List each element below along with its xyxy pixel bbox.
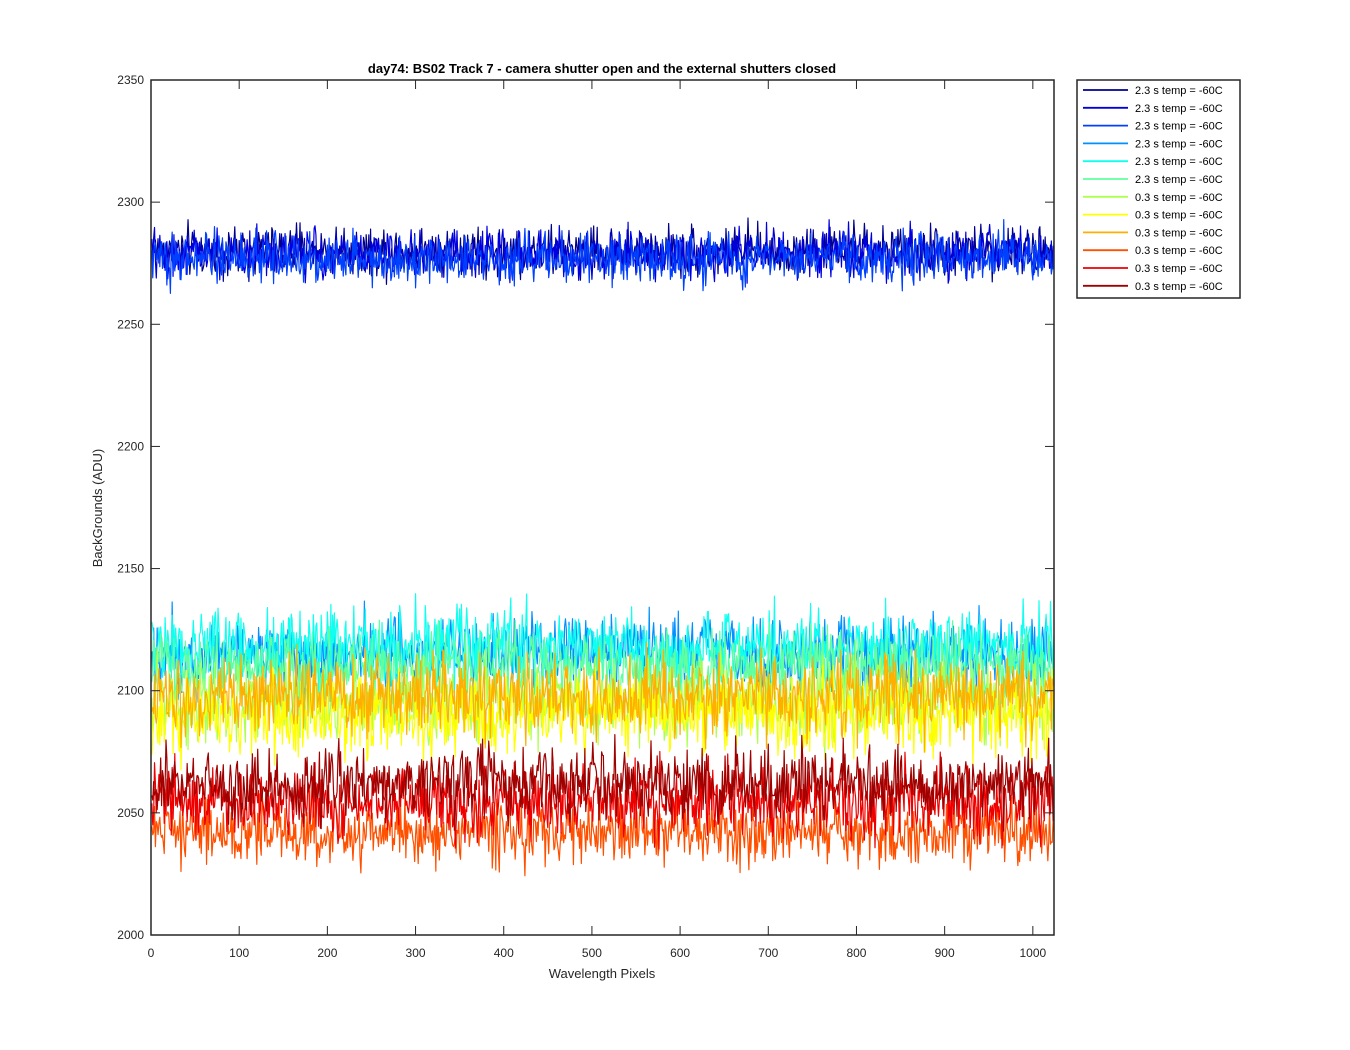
legend-label-1: 2.3 s temp = -60C xyxy=(1135,85,1223,97)
series-line-3 xyxy=(151,219,1054,294)
series-line-6 xyxy=(151,619,1054,717)
x-tick-label: 200 xyxy=(317,946,337,960)
x-tick-label: 700 xyxy=(758,946,778,960)
legend: 2.3 s temp = -60C 2.3 s temp = -60C 2.3 s … xyxy=(1076,79,1241,299)
series-line-11 xyxy=(151,750,1054,850)
series-line-8 xyxy=(151,664,1054,771)
x-axis: 0 100 200 300 400 500 600 700 800 900 1000 xyxy=(148,80,1047,960)
x-tick-label: 300 xyxy=(406,946,426,960)
chart-title: day74: BS02 Track 7 - camera shutter ope… xyxy=(368,61,836,76)
y-tick-label: 2100 xyxy=(117,684,144,698)
y-tick-label: 2300 xyxy=(117,195,144,209)
y-tick-label: 2200 xyxy=(117,439,144,453)
series-layer xyxy=(151,217,1054,877)
y-tick-label: 2000 xyxy=(117,928,144,942)
legend-label-8: 0.3 s temp = -60C xyxy=(1135,210,1223,222)
legend-label-3: 2.3 s temp = -60C xyxy=(1135,121,1223,133)
x-tick-label: 0 xyxy=(148,946,155,960)
legend-label-2: 2.3 s temp = -60C xyxy=(1135,103,1223,115)
legend-label-9: 0.3 s temp = -60C xyxy=(1135,227,1223,239)
x-axis-label: Wavelength Pixels xyxy=(549,966,656,981)
y-axis: 2000 2050 2100 2150 2200 2250 2300 2350 xyxy=(117,73,1054,942)
axes-box xyxy=(150,79,1055,936)
legend-label-10: 0.3 s temp = -60C xyxy=(1135,245,1223,257)
x-tick-label: 900 xyxy=(935,946,955,960)
x-tick-label: 400 xyxy=(494,946,514,960)
series-line-9 xyxy=(151,642,1054,753)
legend-label-7: 0.3 s temp = -60C xyxy=(1135,192,1223,204)
x-tick-label: 500 xyxy=(582,946,602,960)
legend-label-4: 2.3 s temp = -60C xyxy=(1135,138,1223,150)
legend-label-11: 0.3 s temp = -60C xyxy=(1135,263,1223,275)
legend-label-12: 0.3 s temp = -60C xyxy=(1135,281,1223,293)
y-tick-label: 2350 xyxy=(117,73,144,87)
x-tick-label: 100 xyxy=(229,946,249,960)
y-tick-label: 2050 xyxy=(117,806,144,820)
x-tick-label: 600 xyxy=(670,946,690,960)
y-tick-label: 2250 xyxy=(117,317,144,331)
legend-box xyxy=(1076,79,1241,299)
x-tick-label: 1000 xyxy=(1019,946,1046,960)
legend-label-6: 2.3 s temp = -60C xyxy=(1135,174,1223,186)
y-tick-label: 2150 xyxy=(117,562,144,576)
y-axis-label: BackGrounds (ADU) xyxy=(90,449,105,567)
x-tick-label: 800 xyxy=(846,946,866,960)
legend-label-5: 2.3 s temp = -60C xyxy=(1135,156,1223,168)
series-line-12 xyxy=(151,733,1054,832)
